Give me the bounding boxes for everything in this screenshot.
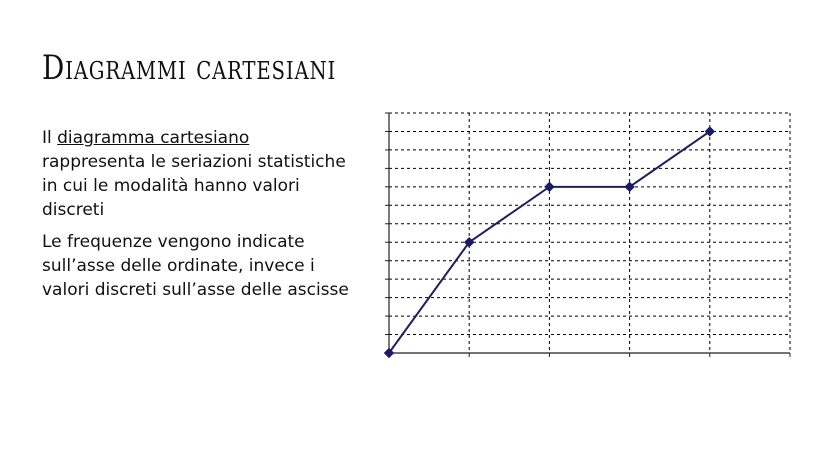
data-point bbox=[383, 347, 395, 359]
data-point bbox=[544, 181, 555, 193]
paragraph-definition: Il diagramma cartesiano rappresenta le s… bbox=[42, 126, 352, 222]
chart-axes bbox=[385, 112, 791, 357]
data-point bbox=[624, 181, 635, 193]
data-point bbox=[704, 126, 716, 137]
paragraph-axes: Le frequenze vengono indicate sull’asse … bbox=[42, 232, 349, 300]
body-text: Il diagramma cartesiano rappresenta le s… bbox=[42, 126, 352, 310]
chart-series bbox=[383, 126, 716, 359]
slide-title: Diagrammi cartesiani bbox=[42, 48, 337, 88]
cartesian-chart bbox=[383, 112, 791, 359]
paragraph-prefix: Il bbox=[42, 128, 58, 148]
chart-grid bbox=[389, 112, 791, 353]
data-point bbox=[463, 237, 475, 248]
underlined-term: diagramma cartesiano bbox=[57, 128, 250, 148]
paragraph-suffix: rappresenta le seriazioni statistiche in… bbox=[42, 152, 346, 220]
